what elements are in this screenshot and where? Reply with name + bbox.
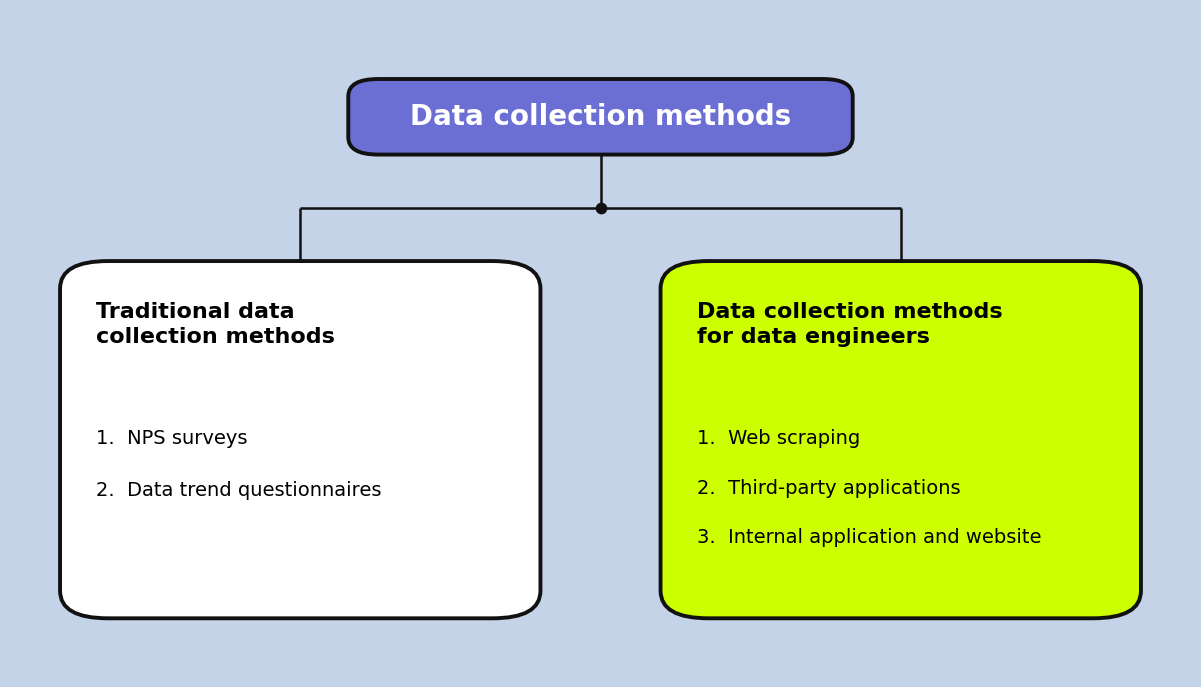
Point [591,202,610,213]
Text: 2.  Third-party applications: 2. Third-party applications [697,479,961,498]
FancyBboxPatch shape [661,261,1141,618]
FancyBboxPatch shape [348,79,853,155]
Text: Data collection methods: Data collection methods [410,103,791,131]
Text: 3.  Internal application and website: 3. Internal application and website [697,528,1041,548]
Text: 1.  Web scraping: 1. Web scraping [697,429,860,449]
Text: 2.  Data trend questionnaires: 2. Data trend questionnaires [96,481,382,500]
Text: Data collection methods
for data engineers: Data collection methods for data enginee… [697,302,1002,347]
Text: 1.  NPS surveys: 1. NPS surveys [96,429,247,449]
FancyBboxPatch shape [60,261,540,618]
Text: Traditional data
collection methods: Traditional data collection methods [96,302,335,347]
